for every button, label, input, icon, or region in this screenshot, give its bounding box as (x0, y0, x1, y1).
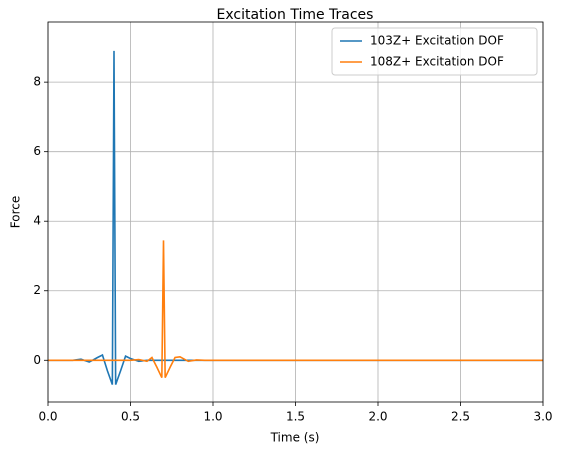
x-tick-label: 3.0 (533, 410, 552, 424)
y-tick-label: 8 (33, 75, 41, 89)
x-tick-label: 0.5 (121, 410, 140, 424)
x-tick-label: 2.5 (451, 410, 470, 424)
legend-label: 103Z+ Excitation DOF (370, 34, 504, 48)
x-tick-label: 1.0 (203, 410, 222, 424)
x-tick-label: 0.0 (38, 410, 57, 424)
axes-frame (47, 21, 544, 403)
line-series (48, 240, 543, 379)
legend-box (331, 27, 538, 76)
y-tick-label: 4 (33, 214, 41, 228)
y-tick-label: 6 (33, 144, 41, 158)
x-axis-label: Time (s) (270, 431, 320, 445)
x-tick-label: 2.0 (368, 410, 387, 424)
x-tick-label: 1.5 (286, 410, 305, 424)
chart-title: Excitation Time Traces (217, 7, 374, 23)
y-axis-label: Force (9, 196, 23, 228)
y-tick-label: 0 (33, 353, 41, 367)
legend-label: 108Z+ Excitation DOF (370, 55, 504, 69)
y-tick-label: 2 (33, 283, 41, 297)
